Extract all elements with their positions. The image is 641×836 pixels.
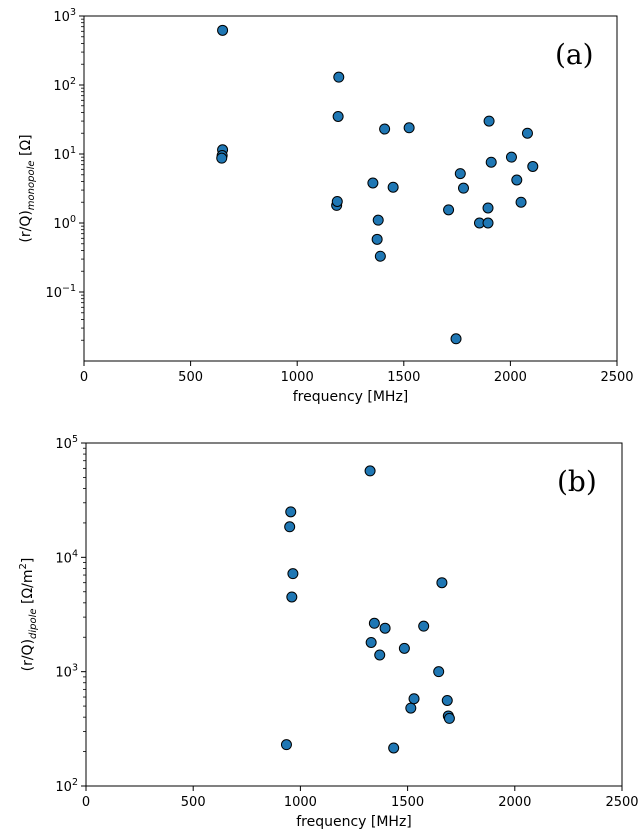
- data-point: [379, 123, 391, 135]
- data-point: [374, 250, 386, 262]
- panel-label: (b): [557, 465, 597, 498]
- data-point: [374, 649, 386, 661]
- x-axis-label: frequency [MHz]: [296, 814, 412, 830]
- x-tick-label: 0: [82, 795, 90, 810]
- data-point: [332, 110, 344, 122]
- x-tick-label: 1000: [281, 370, 314, 385]
- data-point: [365, 636, 377, 648]
- data-point: [388, 742, 400, 754]
- data-point: [482, 202, 494, 214]
- data-point: [216, 152, 228, 164]
- axes-frame: [83, 15, 618, 362]
- x-tick-label: 2000: [498, 795, 531, 810]
- data-point: [287, 568, 299, 580]
- data-point: [403, 122, 415, 134]
- x-tick-label: 1500: [391, 795, 424, 810]
- data-point: [280, 739, 292, 751]
- data-point: [364, 465, 376, 477]
- data-point: [454, 168, 466, 180]
- y-axis-label: (r/Q)monopole [Ω]: [18, 134, 37, 242]
- data-point: [521, 127, 533, 139]
- data-point: [372, 214, 384, 226]
- y-tick-label: 101: [53, 145, 76, 163]
- axes-frame: [85, 442, 623, 787]
- data-point: [457, 182, 469, 194]
- data-point: [367, 177, 379, 189]
- y-axis-label: (r/Q)dipole [Ω/m2]: [18, 558, 39, 672]
- data-point: [511, 174, 523, 186]
- data-point: [371, 233, 383, 245]
- y-tick-label: 104: [55, 548, 78, 566]
- data-point: [418, 620, 430, 632]
- data-point: [331, 195, 343, 207]
- data-point: [333, 71, 345, 83]
- data-point: [405, 702, 417, 714]
- x-tick-label: 1000: [284, 795, 317, 810]
- panel-b: 0 500 1000 1500 2000 2500 102 103 104 105 frequenc…: [18, 434, 639, 830]
- x-axis-label: frequency [MHz]: [293, 389, 409, 405]
- data-point: [515, 196, 527, 208]
- x-tick-label: 2500: [600, 370, 633, 385]
- x-tick-label: 500: [181, 795, 206, 810]
- x-tick-label: 1500: [387, 370, 420, 385]
- data-point: [217, 24, 229, 36]
- data-point: [408, 693, 420, 705]
- panel-a: 0 500 1000 1500 2000 2500 10−1 100 101 102 103 freq…: [18, 7, 634, 405]
- data-point: [398, 642, 410, 654]
- data-point: [284, 521, 296, 533]
- data-point: [443, 204, 455, 216]
- data-point: [379, 622, 391, 634]
- y-tick-label: 102: [55, 777, 78, 795]
- y-tick-label: 105: [55, 434, 78, 452]
- data-point: [450, 333, 462, 345]
- data-point: [436, 577, 448, 589]
- data-point: [482, 217, 494, 229]
- data-point: [485, 156, 497, 168]
- data-point: [368, 617, 380, 629]
- y-tick-label: 100: [53, 214, 76, 232]
- y-tick-label: 102: [53, 76, 76, 94]
- data-point: [433, 666, 445, 678]
- data-point: [505, 151, 517, 163]
- data-point: [443, 712, 455, 724]
- data-point: [387, 181, 399, 193]
- y-tick-label: 103: [55, 663, 78, 681]
- x-tick-label: 500: [178, 370, 203, 385]
- y-tick-label: 103: [53, 7, 76, 25]
- data-point: [527, 160, 539, 172]
- data-point: [483, 115, 495, 127]
- x-tick-label: 2500: [605, 795, 638, 810]
- panel-label: (a): [555, 38, 594, 71]
- data-point: [286, 591, 298, 603]
- x-tick-label: 0: [80, 370, 88, 385]
- data-point: [441, 694, 453, 706]
- y-tick-label: 10−1: [45, 283, 76, 301]
- x-tick-label: 2000: [494, 370, 527, 385]
- data-point: [285, 506, 297, 518]
